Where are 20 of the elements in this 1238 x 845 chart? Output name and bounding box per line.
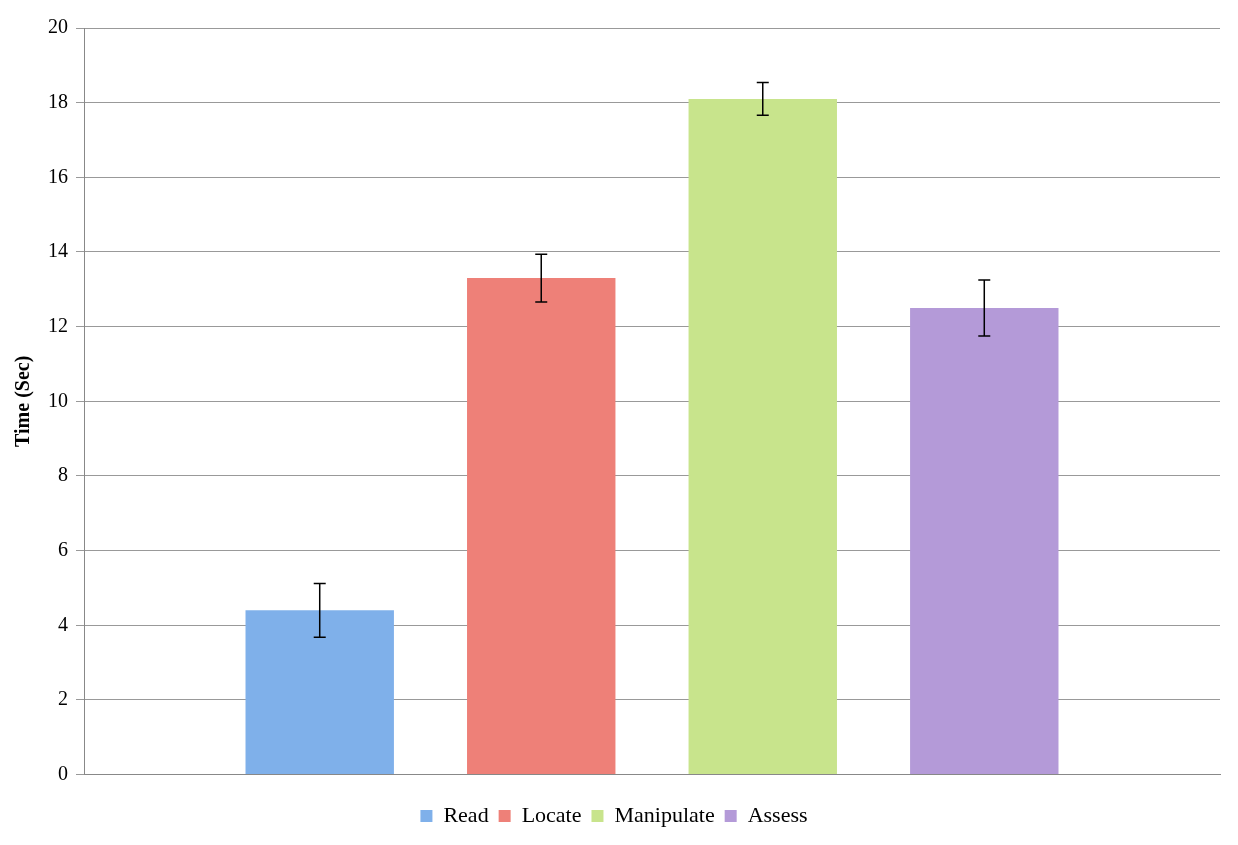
bar [245, 610, 394, 775]
y-tick-label: 10 [48, 388, 68, 411]
bar [467, 278, 616, 775]
y-tick-label: 8 [58, 463, 68, 486]
y-tick-label: 6 [58, 537, 68, 560]
y-axis-title: Time (Sec) [11, 355, 35, 447]
y-tick-label: 14 [48, 239, 68, 262]
y-tick-label: 18 [48, 89, 68, 112]
legend-label: Read [443, 801, 489, 827]
legend-label: Assess [747, 801, 808, 827]
legend-label: Manipulate [614, 801, 715, 827]
y-tick-label: 20 [48, 15, 68, 38]
y-tick-label: 4 [58, 612, 68, 635]
legend-label: Locate [521, 801, 582, 827]
y-tick-label: 16 [48, 164, 68, 187]
bar [688, 98, 837, 775]
y-tick-label: 12 [48, 313, 68, 336]
y-tick-label: 0 [58, 761, 68, 784]
bar [910, 307, 1059, 775]
y-tick-label: 2 [58, 687, 68, 710]
